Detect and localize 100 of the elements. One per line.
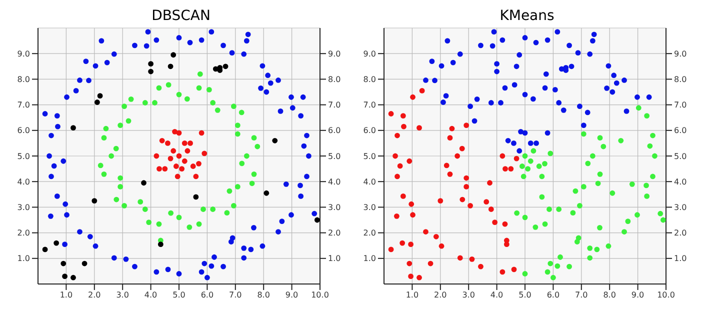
point: [550, 274, 556, 280]
point: [469, 256, 475, 262]
point: [148, 61, 154, 67]
point: [114, 196, 120, 202]
x-tick-label: 7.0: [575, 290, 588, 300]
point: [590, 153, 596, 159]
point: [447, 171, 453, 177]
point: [597, 224, 602, 230]
point: [244, 153, 250, 159]
point: [556, 206, 562, 212]
point: [108, 153, 114, 159]
point: [394, 132, 400, 138]
point: [392, 153, 398, 159]
point: [400, 193, 406, 199]
point: [62, 274, 68, 280]
point: [388, 111, 394, 116]
point: [234, 122, 240, 128]
point: [179, 166, 185, 172]
point: [484, 199, 490, 205]
point: [193, 194, 199, 200]
point: [154, 153, 160, 159]
point: [652, 153, 658, 159]
point: [636, 105, 642, 111]
x-tick-label: 3.0: [462, 290, 475, 300]
point: [170, 52, 176, 58]
point: [173, 164, 179, 169]
x-tick-label: 5.0: [518, 290, 532, 300]
point: [210, 100, 216, 106]
point: [438, 198, 444, 204]
point: [126, 118, 132, 124]
point: [587, 255, 593, 261]
point: [238, 110, 244, 116]
point: [500, 153, 506, 159]
point: [597, 135, 603, 141]
point: [530, 148, 536, 154]
point: [239, 160, 245, 166]
y2-tick-label: 5.0: [674, 152, 687, 161]
point: [142, 206, 148, 212]
point: [158, 242, 164, 248]
point: [544, 269, 550, 275]
x-tick-label: 6.0: [546, 290, 560, 300]
point: [423, 229, 428, 234]
point: [464, 122, 470, 128]
point: [634, 212, 640, 218]
point: [454, 153, 460, 159]
point: [536, 164, 542, 169]
point: [54, 240, 60, 246]
point: [159, 138, 165, 144]
y-tick-label: 9.0: [17, 49, 30, 58]
point: [196, 221, 202, 227]
point: [408, 274, 414, 280]
point: [196, 160, 202, 166]
point: [231, 104, 236, 110]
point: [94, 100, 100, 105]
point: [618, 138, 624, 144]
point: [97, 93, 103, 99]
point: [595, 180, 601, 186]
point: [202, 150, 208, 156]
point: [658, 210, 664, 216]
y-tick-label: 4.0: [17, 177, 30, 186]
x-tick-label: 7.0: [229, 290, 242, 300]
x-tick-label: 2.0: [434, 290, 447, 300]
point: [522, 214, 528, 220]
point: [249, 180, 255, 186]
point: [176, 214, 182, 220]
point: [572, 188, 578, 194]
point: [406, 158, 412, 164]
point: [200, 206, 206, 212]
point: [182, 158, 188, 164]
point: [156, 221, 162, 227]
point: [629, 181, 635, 187]
y2-tick-label: 3.0: [328, 203, 341, 212]
y2-tick-label: 1.0: [328, 254, 341, 264]
point: [186, 224, 192, 230]
point: [587, 245, 593, 251]
point: [103, 126, 109, 132]
point: [660, 217, 666, 223]
point: [196, 85, 202, 91]
point: [92, 198, 98, 204]
point: [520, 174, 526, 180]
x-tick-label: 3.0: [116, 290, 129, 300]
point: [447, 135, 453, 141]
x-tick-label: 2.0: [88, 290, 101, 300]
point: [234, 131, 240, 137]
point: [416, 125, 422, 131]
point: [118, 122, 124, 128]
point: [459, 146, 465, 152]
point: [146, 220, 152, 226]
point: [152, 100, 158, 106]
y-tick-label: 8.0: [17, 75, 30, 84]
point: [508, 166, 514, 172]
point: [272, 138, 278, 144]
y-tick-label: 7.0: [363, 100, 376, 110]
point: [546, 206, 552, 212]
point: [539, 174, 545, 180]
point: [570, 210, 576, 216]
y-tick-label: 2.0: [363, 228, 376, 238]
point: [82, 260, 88, 266]
point: [226, 188, 232, 194]
point: [514, 210, 520, 216]
